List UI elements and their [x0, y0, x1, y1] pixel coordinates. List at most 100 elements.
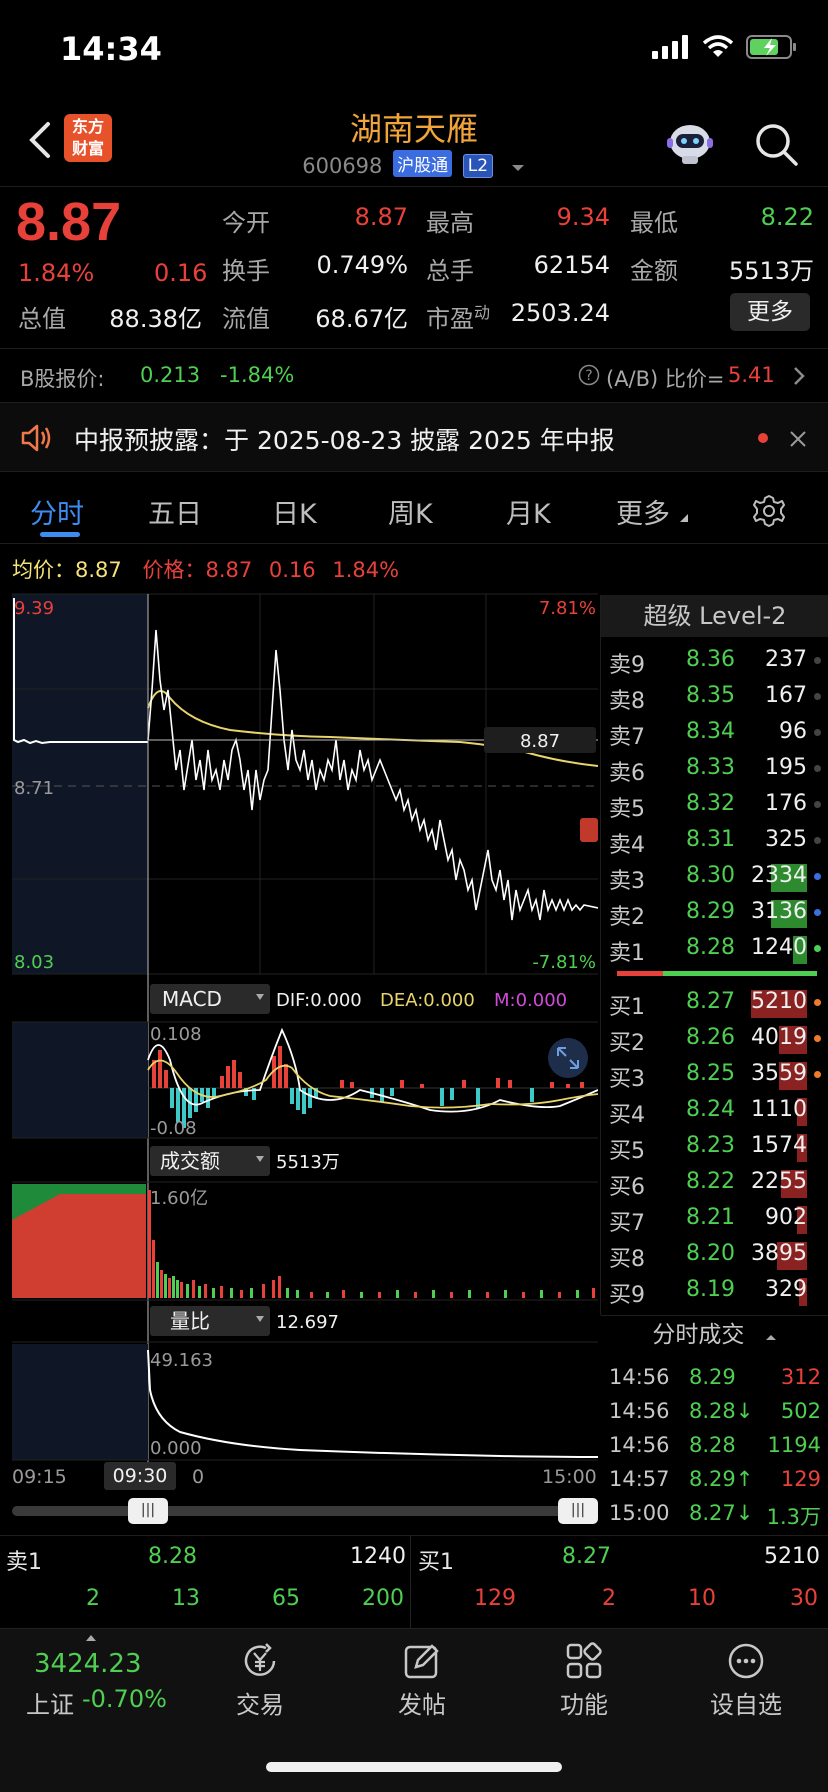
ask-row[interactable]: 卖2 8.29 3136 — [601, 895, 828, 931]
ask-row[interactable]: 卖5 8.32 176 — [601, 787, 828, 823]
bid-row[interactable]: 买3 8.25 3559 — [601, 1057, 828, 1093]
ask-price: 8.33 — [686, 755, 735, 780]
settings-gear-icon[interactable] — [752, 494, 786, 528]
ask-row[interactable]: 卖4 8.31 325 — [601, 823, 828, 859]
expand-button[interactable] — [548, 1038, 588, 1078]
tab-underline — [40, 532, 80, 537]
tick-row: 14:56 8.28 1194 — [601, 1429, 828, 1465]
bid-row[interactable]: 买6 8.22 2255 — [601, 1165, 828, 1201]
bid-row[interactable]: 买7 8.21 902 — [601, 1201, 828, 1237]
amount-label: 金额 — [630, 257, 678, 285]
ratio-selector[interactable] — [150, 1306, 270, 1336]
pre-market-price-line — [13, 598, 148, 745]
bid-price: 8.25 — [686, 1061, 735, 1086]
time-cursor: 09:30 — [104, 1462, 176, 1490]
ask-row[interactable]: 卖3 8.30 2334 — [601, 859, 828, 895]
tab-daily-k[interactable]: 日K — [272, 499, 317, 530]
summary-bid-vol: 5210 — [764, 1544, 820, 1569]
nav-trade-label: 交易 — [236, 1691, 284, 1719]
ask-label: 卖5 — [609, 797, 645, 822]
cursor-price-box — [484, 727, 596, 753]
open-value: 8.87 — [354, 203, 408, 231]
ratio-line — [147, 1349, 598, 1458]
range-handle-left[interactable]: ||| — [128, 1498, 168, 1524]
close-icon[interactable] — [788, 429, 808, 449]
ai-robot-icon[interactable] — [664, 118, 716, 166]
bid-row[interactable]: 买1 8.27 5210 — [601, 985, 828, 1021]
order-dot — [814, 657, 821, 664]
ask-row[interactable]: 卖6 8.33 195 — [601, 751, 828, 787]
order-dot — [814, 999, 821, 1006]
amount-value: 5513万 — [728, 257, 814, 285]
bid-depth-bar — [797, 1206, 807, 1234]
b-share-price: 0.213 — [140, 363, 201, 387]
back-arrow-icon[interactable] — [22, 118, 62, 162]
volume-selector[interactable] — [150, 1146, 270, 1176]
ask-row[interactable]: 卖9 8.36 237 — [601, 643, 828, 679]
bid-volume: 3895 — [751, 1241, 807, 1266]
tab-five-day[interactable]: 五日 — [148, 499, 202, 530]
tick-row: 14:56 8.29 312 — [601, 1361, 828, 1397]
tick-row: 14:56 8.28↓ 502 — [601, 1395, 828, 1431]
bid-label: 买7 — [609, 1211, 645, 1236]
ask-row[interactable]: 卖7 8.34 96 — [601, 715, 828, 751]
macd-selector[interactable] — [150, 984, 270, 1014]
macd-caret-icon — [256, 994, 264, 1000]
bid-row[interactable]: 买9 8.19 329 — [601, 1273, 828, 1309]
bid-row[interactable]: 买5 8.23 1574 — [601, 1129, 828, 1165]
macd-m: M:0.000 — [494, 990, 567, 1011]
pct-top-label: 7.81% — [539, 598, 596, 619]
order-dot — [814, 1071, 821, 1078]
tick-volume: 312 — [780, 1365, 821, 1389]
order-dot — [814, 801, 821, 808]
volume-caret-icon — [256, 1156, 264, 1162]
expand-icon — [557, 1047, 579, 1069]
ask-row[interactable]: 卖8 8.35 167 — [601, 679, 828, 715]
event-marker[interactable] — [580, 818, 598, 842]
bid-label: 买9 — [609, 1283, 645, 1308]
ask-volume: 96 — [779, 719, 807, 744]
more-button[interactable]: 更多 — [730, 293, 810, 331]
ask-row[interactable]: 卖1 8.28 1240 — [601, 931, 828, 967]
index-ticker[interactable]: 3424.23 上证 -0.70% — [0, 1629, 180, 1739]
intraday-chart[interactable]: 8.87 9.39 8.71 8.03 7.81% -7.81% MACD DI… — [0, 590, 598, 1490]
bid-row[interactable]: 买8 8.20 3895 — [601, 1237, 828, 1273]
ask-label: 卖2 — [609, 905, 645, 930]
stock-code-row[interactable]: 600698 沪股通 L2 — [0, 150, 828, 178]
tab-intraday[interactable]: 分时 — [30, 499, 84, 530]
bid-count-4: 30 — [790, 1586, 818, 1611]
tab-more[interactable]: 更多 — [616, 492, 689, 531]
range-slider-track[interactable] — [12, 1506, 596, 1516]
notice-banner[interactable]: 中报预披露：于 2025-08-23 披露 2025 年中报 — [0, 402, 828, 472]
range-handle-right[interactable]: ||| — [558, 1498, 598, 1524]
caret-up-icon — [86, 1635, 96, 1641]
low-label: 最低 — [630, 209, 678, 237]
search-icon[interactable] — [752, 120, 800, 168]
bid-count-3: 10 — [688, 1586, 716, 1611]
bid-price: 8.24 — [686, 1097, 735, 1122]
ask-volume: 195 — [765, 755, 807, 780]
tab-weekly-k[interactable]: 周K — [388, 499, 433, 530]
tick-time: 14:57 — [609, 1467, 670, 1491]
tab-monthly-k[interactable]: 月K — [506, 499, 551, 530]
low-value: 8.22 — [760, 203, 814, 231]
help-icon[interactable]: ? — [578, 364, 600, 386]
ask-count-1: 2 — [86, 1586, 100, 1611]
ticks-title[interactable]: 分时成交 — [601, 1315, 828, 1353]
summary-ask-label: 卖1 — [6, 1550, 42, 1575]
pe-sup: 动 — [474, 303, 491, 322]
pre-market-volume-red — [12, 1184, 146, 1298]
macd-top-label: 0.108 — [150, 1024, 202, 1045]
ask-label: 卖7 — [609, 725, 645, 750]
bid-row[interactable]: 买4 8.24 1110 — [601, 1093, 828, 1129]
index-pct: -0.70% — [82, 1685, 167, 1713]
last-price: 8.87 — [16, 192, 122, 252]
b-share-row[interactable]: B股报价: 0.213 -1.84% ? (A/B) 比价= 5.41 — [0, 348, 828, 400]
macd-bottom-label: -0.08 — [150, 1118, 197, 1139]
macd-label: MACD — [162, 987, 222, 1011]
bid-row[interactable]: 买2 8.26 4019 — [601, 1021, 828, 1057]
nav-post-label: 发帖 — [398, 1691, 446, 1719]
bid-label: 买8 — [609, 1247, 645, 1272]
b-share-pct: -1.84% — [220, 363, 295, 387]
ask-label: 卖9 — [609, 653, 645, 678]
